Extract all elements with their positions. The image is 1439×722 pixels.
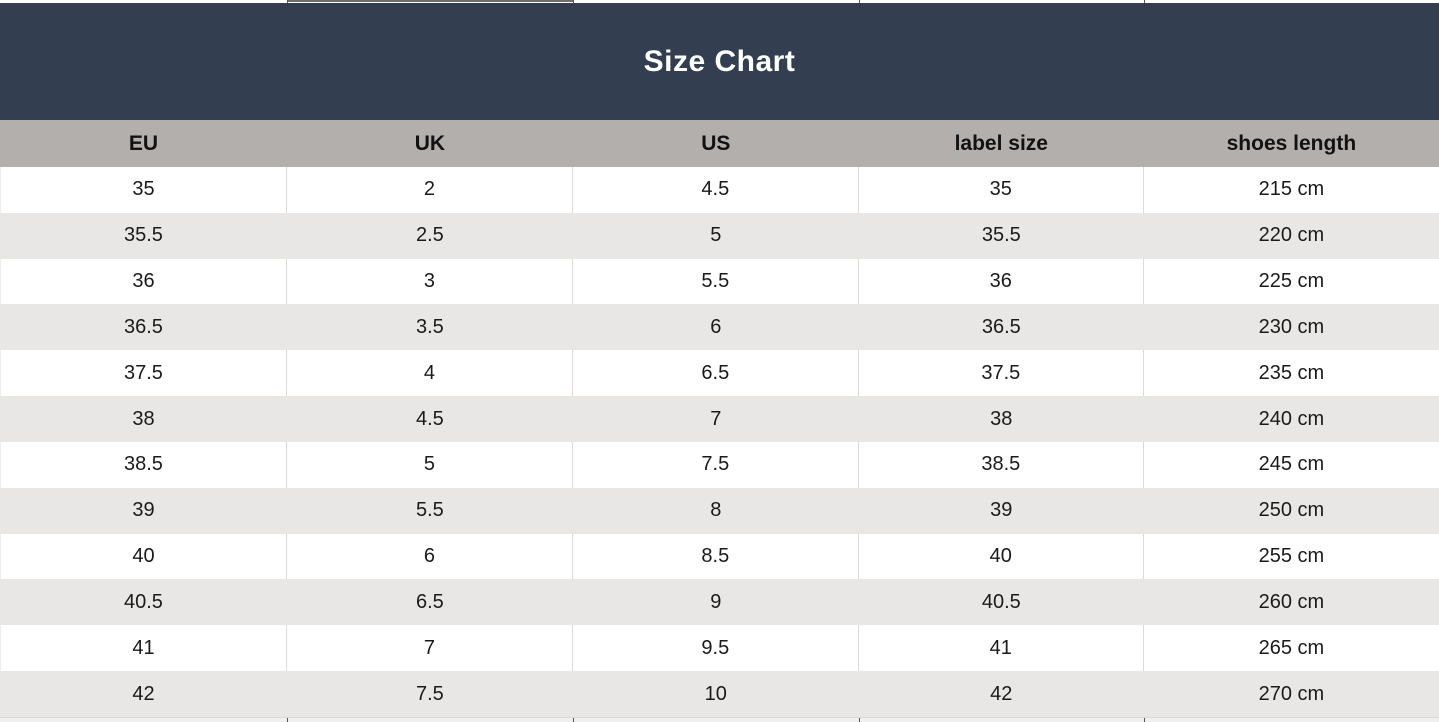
table-row: 36 3 5.5 36 225 cm <box>0 258 1439 305</box>
table-cell: 39 <box>132 499 155 522</box>
table-cell: 215 cm <box>1258 178 1325 201</box>
top-grid-strip <box>0 0 1439 3</box>
column-header-row: EU UK US label size shoes length <box>0 120 1439 167</box>
grid-tick <box>572 718 574 722</box>
grid-tick <box>286 718 288 722</box>
table-cell: 39 <box>990 499 1013 522</box>
table-cell: 225 cm <box>1258 270 1325 293</box>
table-cell: 38.5 <box>0 441 287 488</box>
table-cell: 38 <box>132 407 155 430</box>
grid-tick <box>1143 0 1145 3</box>
table-cell: 42 <box>132 682 155 705</box>
table-row: 37.5 4 6.5 37.5 235 cm <box>0 350 1439 397</box>
table-cell: 8 <box>710 499 722 522</box>
grid-stub-bar <box>286 0 573 2</box>
table-cell: 37.5 <box>859 350 1144 397</box>
table-cell: 40 <box>859 533 1144 580</box>
table-cell: 40.5 <box>981 590 1021 613</box>
table-cell: 6.5 <box>573 350 859 397</box>
table-cell: 4.5 <box>573 167 859 213</box>
table-cell: 6 <box>287 533 573 580</box>
column-header-eu: EU <box>128 131 159 155</box>
table-cell: 3 <box>287 258 573 305</box>
table-cell: 2.5 <box>415 224 444 247</box>
table-row: 40.5 6.5 9 40.5 260 cm <box>0 579 1439 626</box>
table-cell: 4 <box>287 350 573 397</box>
table-cell: 38.5 <box>859 441 1144 488</box>
column-header-uk: UK <box>414 131 446 155</box>
table-cell: 9 <box>710 590 722 613</box>
table-cell: 5 <box>287 441 573 488</box>
grid-tick <box>1143 718 1145 722</box>
table-row: 35 2 4.5 35 215 cm <box>0 167 1439 213</box>
table-row: 38 4.5 7 38 240 cm <box>0 396 1439 442</box>
table-cell: 270 cm <box>1258 682 1325 705</box>
table-cell: 37.5 <box>0 350 287 397</box>
table-row: 35.5 2.5 5 35.5 220 cm <box>0 212 1439 259</box>
table-cell: 7.5 <box>573 441 859 488</box>
table-cell: 6.5 <box>415 590 444 613</box>
bottom-grid-strip <box>0 717 1439 722</box>
table-cell: 41 <box>859 625 1144 672</box>
table-cell: 35 <box>859 167 1144 213</box>
page-title: Size Chart <box>643 44 796 78</box>
table-cell: 7.5 <box>415 682 444 705</box>
table-cell: 245 cm <box>1258 453 1325 476</box>
table-cell: 240 cm <box>1258 407 1325 430</box>
table-cell: 235 cm <box>1258 361 1325 384</box>
table-cell: 6 <box>710 315 722 338</box>
table-cell: 265 cm <box>1258 636 1325 659</box>
table-cell: 3.5 <box>415 315 444 338</box>
table-cell: 4.5 <box>415 407 444 430</box>
table-cell: 36 <box>859 258 1144 305</box>
table-cell: 230 cm <box>1258 315 1325 338</box>
table-cell: 42 <box>990 682 1013 705</box>
table-cell: 5 <box>710 224 722 247</box>
table-cell: 36.5 <box>981 315 1021 338</box>
table-cell: 5.5 <box>415 499 444 522</box>
column-header-us: US <box>701 131 731 155</box>
table-cell: 36.5 <box>123 315 163 338</box>
table-cell: 220 cm <box>1258 224 1325 247</box>
title-band: Size Chart <box>0 3 1439 120</box>
grid-tick <box>858 0 860 3</box>
grid-tick <box>858 718 860 722</box>
table-cell: 40 <box>0 533 287 580</box>
table-row: 38.5 5 7.5 38.5 245 cm <box>0 441 1439 488</box>
table-cell: 260 cm <box>1258 590 1325 613</box>
table-cell: 9.5 <box>573 625 859 672</box>
table-body: 35 2 4.5 35 215 cm 35.5 2.5 5 35.5 220 cm 36 3 5.5 36… <box>0 167 1439 717</box>
table-cell: 7 <box>287 625 573 672</box>
column-header-label-size: label size <box>954 131 1048 155</box>
table-row: 39 5.5 8 39 250 cm <box>0 487 1439 534</box>
table-cell: 41 <box>0 625 287 672</box>
table-row: 42 7.5 10 42 270 cm <box>0 671 1439 717</box>
table-cell: 40.5 <box>123 590 163 613</box>
table-cell: 35.5 <box>123 224 163 247</box>
table-cell: 8.5 <box>573 533 859 580</box>
table-cell: 10 <box>704 682 727 705</box>
column-header-shoes-length: shoes length <box>1226 131 1357 155</box>
table-row: 41 7 9.5 41 265 cm <box>0 625 1439 672</box>
table-row: 40 6 8.5 40 255 cm <box>0 533 1439 580</box>
table-cell: 7 <box>710 407 722 430</box>
table-cell: 5.5 <box>573 258 859 305</box>
table-cell: 35.5 <box>981 224 1021 247</box>
grid-tick <box>286 0 288 3</box>
table-cell: 38 <box>990 407 1013 430</box>
table-cell: 2 <box>287 167 573 213</box>
grid-tick <box>572 0 574 3</box>
table-cell: 36 <box>0 258 287 305</box>
table-row: 36.5 3.5 6 36.5 230 cm <box>0 304 1439 351</box>
table-cell: 255 cm <box>1258 545 1325 568</box>
table-cell: 35 <box>0 167 287 213</box>
table-cell: 250 cm <box>1258 499 1325 522</box>
